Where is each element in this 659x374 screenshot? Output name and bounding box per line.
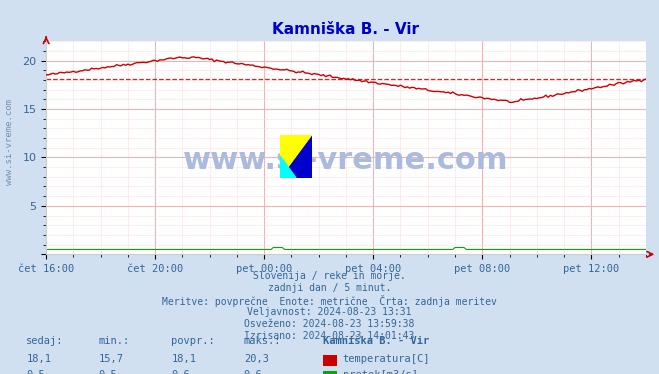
Text: Slovenija / reke in morje.: Slovenija / reke in morje.	[253, 271, 406, 281]
Text: 18,1: 18,1	[26, 354, 51, 364]
Text: Izrisano: 2024-08-23 14:01:43: Izrisano: 2024-08-23 14:01:43	[244, 331, 415, 341]
Text: min.:: min.:	[99, 336, 130, 346]
Bar	[323, 371, 337, 374]
Text: sedaj:: sedaj:	[26, 336, 64, 346]
Text: povpr.:: povpr.:	[171, 336, 215, 346]
Text: Veljavnost: 2024-08-23 13:31: Veljavnost: 2024-08-23 13:31	[247, 307, 412, 317]
Text: zadnji dan / 5 minut.: zadnji dan / 5 minut.	[268, 283, 391, 293]
Text: 0,5: 0,5	[99, 370, 117, 374]
Text: 18,1: 18,1	[171, 354, 196, 364]
Text: temperatura[C]: temperatura[C]	[343, 354, 430, 364]
Title: Kamniška B. - Vir: Kamniška B. - Vir	[272, 22, 420, 37]
Text: Osveženo: 2024-08-23 13:59:38: Osveženo: 2024-08-23 13:59:38	[244, 319, 415, 329]
Text: Kamniška B. - Vir: Kamniška B. - Vir	[323, 336, 429, 346]
Text: 0,6: 0,6	[171, 370, 190, 374]
Text: 0,6: 0,6	[244, 370, 262, 374]
Text: maks.:: maks.:	[244, 336, 281, 346]
Text: 0,5: 0,5	[26, 370, 45, 374]
Text: www.si-vreme.com: www.si-vreme.com	[183, 146, 509, 175]
Text: www.si-vreme.com: www.si-vreme.com	[5, 99, 14, 185]
Polygon shape	[280, 135, 312, 178]
Text: Meritve: povprečne  Enote: metrične  Črta: zadnja meritev: Meritve: povprečne Enote: metrične Črta:…	[162, 295, 497, 307]
Text: 20,3: 20,3	[244, 354, 269, 364]
Polygon shape	[280, 156, 296, 178]
Text: pretok[m3/s]: pretok[m3/s]	[343, 370, 418, 374]
Bar	[323, 355, 337, 366]
Text: 15,7: 15,7	[99, 354, 124, 364]
Polygon shape	[280, 135, 312, 178]
